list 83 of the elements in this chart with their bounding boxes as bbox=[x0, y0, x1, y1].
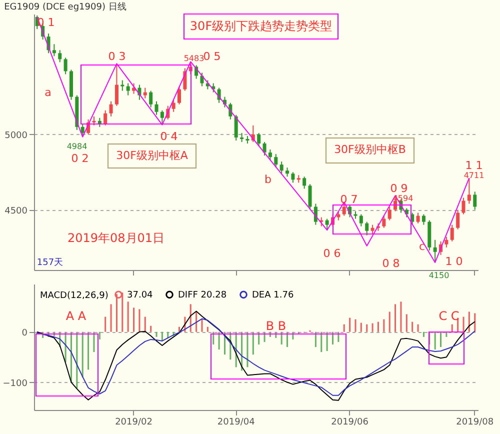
annotation: 0 8 bbox=[382, 257, 400, 270]
y-tick-label: −100 bbox=[2, 378, 28, 389]
annotation: 2019年08月01日 bbox=[67, 231, 165, 245]
candlestick bbox=[114, 63, 118, 106]
y-tick-label: 5000 bbox=[4, 130, 28, 141]
annotation: 157天 bbox=[36, 257, 64, 268]
candlestick bbox=[257, 132, 261, 148]
annotation: 0 3 bbox=[108, 50, 126, 63]
candlestick bbox=[104, 110, 108, 126]
candlestick bbox=[382, 215, 386, 228]
candlestick bbox=[308, 184, 312, 210]
annotation: 0 4 bbox=[160, 130, 178, 143]
candlestick bbox=[473, 191, 477, 210]
annotation: B B bbox=[266, 319, 286, 333]
legend-label: DEA 1.76 bbox=[252, 290, 294, 301]
candlestick bbox=[120, 80, 124, 92]
x-tick-label: 2019/04 bbox=[217, 418, 256, 428]
annotation: 4984 bbox=[66, 142, 88, 151]
annotation: 5483 bbox=[184, 54, 204, 63]
candlestick bbox=[234, 114, 238, 141]
candlestick bbox=[342, 202, 346, 216]
candlestick bbox=[64, 57, 68, 75]
annotation: 0 2 bbox=[71, 152, 89, 165]
candlestick bbox=[178, 86, 181, 105]
annotation: C C bbox=[438, 309, 460, 323]
x-tick-label: 2019/02 bbox=[115, 418, 152, 428]
annotation: a bbox=[44, 86, 52, 99]
annotation: 30F级别中枢A bbox=[116, 149, 188, 162]
candlestick bbox=[286, 167, 290, 178]
candlestick bbox=[154, 100, 158, 116]
annotation: c bbox=[418, 240, 426, 253]
candlestick bbox=[52, 44, 56, 57]
candlestick bbox=[291, 172, 295, 184]
candlestick bbox=[433, 239, 437, 263]
annotation: 4711 bbox=[464, 171, 484, 180]
candlestick bbox=[450, 224, 454, 242]
legend-title: MACD(12,26,9) bbox=[40, 291, 108, 301]
legend-label: DIFF 20.28 bbox=[178, 290, 227, 301]
candlestick bbox=[240, 132, 244, 142]
annotation: 0 9 bbox=[390, 182, 408, 195]
candlestick bbox=[456, 209, 460, 230]
candlestick bbox=[268, 149, 272, 161]
candlestick bbox=[365, 221, 369, 236]
candlestick bbox=[370, 224, 374, 234]
candlestick bbox=[160, 110, 164, 126]
candlestick bbox=[416, 212, 420, 224]
candlestick bbox=[359, 214, 363, 227]
annotation: 0 5 bbox=[203, 50, 221, 63]
candlestick bbox=[274, 154, 278, 168]
candlestick bbox=[444, 236, 448, 248]
candlestick bbox=[92, 116, 96, 126]
candlestick bbox=[58, 50, 62, 63]
chart-title: EG1909 (DCE eg1909) 日线 bbox=[4, 2, 126, 12]
candlestick bbox=[325, 218, 329, 231]
annotation: 30F级别下跌趋势走势类型 bbox=[190, 19, 332, 33]
candlestick bbox=[149, 90, 153, 108]
annotation: 0 6 bbox=[323, 247, 341, 260]
annotation: 1 0 bbox=[445, 255, 463, 268]
candlestick bbox=[422, 214, 426, 226]
candlestick bbox=[302, 176, 306, 190]
candlestick bbox=[109, 100, 113, 117]
candlestick bbox=[200, 72, 204, 87]
candlestick bbox=[143, 87, 147, 99]
y-tick-label: 0 bbox=[22, 328, 28, 338]
annotation: b bbox=[264, 173, 272, 186]
candlestick bbox=[280, 161, 284, 174]
candlestick bbox=[172, 99, 176, 112]
candlestick bbox=[462, 197, 466, 215]
candlestick bbox=[126, 82, 130, 96]
candlestick bbox=[467, 177, 471, 204]
candlestick bbox=[336, 210, 340, 221]
annotation: 30F级别中枢B bbox=[334, 143, 406, 156]
x-tick-label: 2019/06 bbox=[331, 418, 369, 428]
y-tick-label: 4500 bbox=[4, 206, 28, 216]
annotation: 0 7 bbox=[340, 193, 358, 206]
legend-label: 37.04 bbox=[127, 290, 154, 301]
annotation: A A bbox=[66, 309, 87, 323]
candlestick bbox=[388, 206, 392, 221]
candlestick bbox=[80, 123, 84, 138]
annotation: 4150 bbox=[428, 271, 450, 280]
candlestick bbox=[262, 142, 266, 156]
annotation: 1 1 bbox=[465, 159, 483, 172]
x-tick-label: 2019/08 bbox=[456, 418, 494, 428]
